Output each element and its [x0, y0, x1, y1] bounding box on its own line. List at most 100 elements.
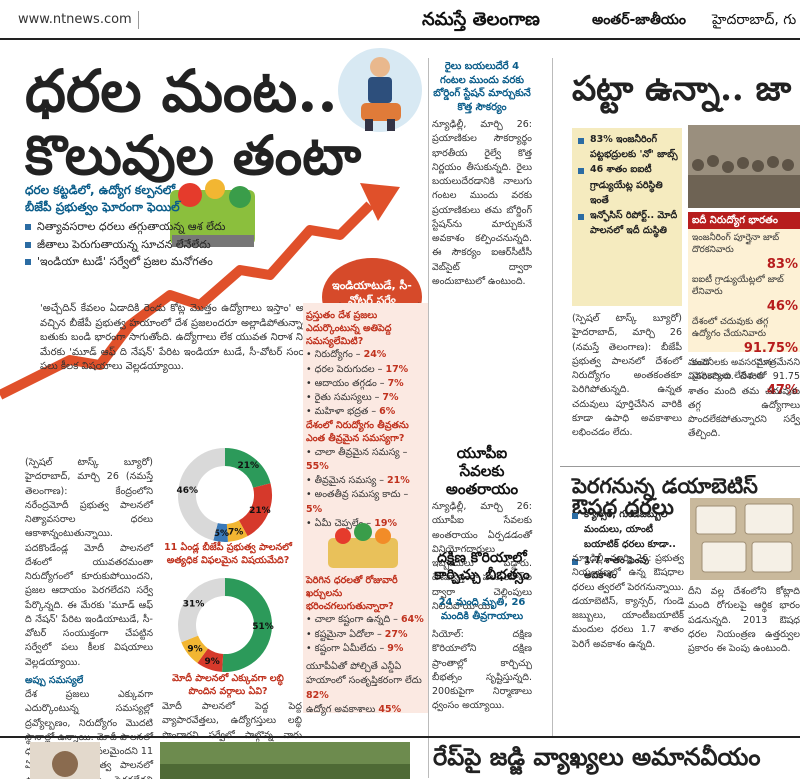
donut-segment — [178, 448, 226, 541]
newspaper-brand: నమస్తే తెలంగాణ — [422, 9, 540, 30]
highlight-item: 46 శాతం ఐఐటీ గ్రాడ్యుయేట్ల పరిస్థితి ఇంత… — [578, 162, 680, 208]
poll-item-label: • మహిళా భద్రత – — [306, 406, 380, 418]
poll-q2-items: • చాలా తీవ్రమైన సమస్య – 55% • తీవ్రమైన సమ… — [306, 446, 424, 532]
jobs-headline: పట్టా ఉన్నా.. జా — [572, 69, 792, 109]
table-row: ఐఐటీ గ్రాడ్యుయేట్లలో జాబ్ లేనివారు 46% — [692, 274, 798, 316]
poll-item-label: • ఆదాయం తగ్గడం – — [306, 377, 388, 389]
korea-headline: దక్షిణ కొరియాలో కార్చిచ్చు బీభత్సం — [434, 550, 530, 583]
rail-story: రైలు బయలుదేరే 4 గంటల ముందు వరకు బోర్డింగ… — [432, 60, 532, 289]
poll-item-label: • రైతు సమస్యలు – — [306, 392, 383, 404]
donut-segment — [197, 648, 224, 672]
donut-segment — [238, 483, 272, 537]
headline-line-2: కొలువుల తంటా — [25, 123, 362, 187]
korea-body: సియోల్: దక్షిణ కొరియాలోని దక్షిణ ప్రాంతా… — [432, 629, 532, 712]
grocery-cart-icon — [170, 179, 255, 247]
poll-item: • కష్టమైనా ఏదోలా – 27% — [306, 628, 424, 642]
rail-kicker: రైలు బయలుదేరే 4 గంటల ముందు వరకు బోర్డింగ… — [433, 61, 531, 113]
donut-segment — [224, 448, 271, 489]
table-row-value: 47% — [766, 382, 798, 398]
worried-man-icon — [338, 48, 422, 132]
jobs-body-1: (స్పెషల్ టాస్క్ బ్యూరో) హైదరాబాద్, మార్చ… — [572, 313, 682, 438]
poll-item-value: 24% — [363, 349, 387, 361]
poll-item: • చాలా కష్టంగా ఉన్నది – 64% — [306, 613, 424, 627]
poll-question-1: ప్రస్తుతం దేశ ప్రజలు ఎదుర్కొంటున్న అతిపె… — [306, 310, 424, 420]
donut-segment — [213, 523, 228, 542]
highlight-item: ఇన్ఫోసిస్ రిపోర్ట్.. మోదీ పాలనలో ఇదీ దుస… — [578, 208, 680, 238]
poll-item-label: • కష్టమైనా ఏదోలా – — [306, 628, 385, 640]
poll-item-label: • అంతతీవ్ర సమస్య కాదు – — [306, 489, 409, 501]
unemployment-table-rows: ఇంజనీరింగ్ పూర్తైనా జాబ్ దొరకనివారు 83% ఐఐ… — [692, 232, 798, 399]
korea-subhead: 24 మంది మృతి, 26 మందికి తీవ్రగాయాలు — [438, 597, 526, 622]
header-divider — [138, 11, 139, 29]
unemployment-table-title: ఐదీ నిరుద్యోగ భారతం — [688, 212, 800, 229]
table-row-label: ఐఐటీ గ్రాడ్యుయేట్లలో జాబ్ లేనివారు — [692, 274, 784, 297]
table-row-label: కంపెనీలకు అవసరమైన నైపుణ్యాలు లేనివారు — [692, 358, 773, 381]
lead-body-1: (స్పెషల్ టాస్క్ బ్యూరో) హైదరాబాద్, మార్చ… — [25, 457, 153, 668]
poll-item: • నిరుద్యోగం – 24% — [306, 348, 424, 362]
poll-item-value: 7% — [387, 377, 404, 389]
poll-item: • మహిళా భద్రత – 6% — [306, 405, 424, 419]
headline-line-1: ధరల మంట.. — [25, 57, 338, 125]
donut-segment-label: 21% — [249, 506, 271, 516]
judge-remarks-headline: రేప్‌పై జడ్జి వ్యాఖ్యలు అమానవీయం — [433, 742, 761, 771]
donut-segment — [222, 578, 272, 672]
jobs-highlight-box — [572, 128, 682, 306]
poll-q4: యూపీఏతో పోల్చితే ఎన్డీఏ హయాంలో సంతృప్తిక… — [306, 661, 422, 701]
poll-q3-items: • చాలా కష్టంగా ఉన్నది – 64% • కష్టమైనా ఏద… — [306, 613, 424, 656]
rail-body: న్యూఢిల్లీ, మార్చి 26: ప్రయాణికుల సౌకర్య… — [432, 119, 532, 287]
deck-line-1: ధరల కట్టడిలో, ఉద్యోగ కల్పనలో — [25, 183, 176, 197]
dateline-city: హైదరాబాద్, గు — [712, 12, 797, 28]
job-seekers-crowd-photo — [688, 125, 800, 208]
poll-q2: దేశంలో నిరుద్యోగం తీవ్రతను ఎంత తీవ్రమైన … — [306, 420, 409, 444]
donut-segment-label: 7% — [228, 527, 243, 537]
drug-prices-headline: పెరగనున్న డయాబెటిస్ ఔషధ ధరలు — [572, 473, 758, 519]
poll-item-value: 64% — [400, 614, 424, 626]
poll-q5: ఉద్యోగ అవకాశాలు 45% — [306, 703, 402, 715]
donut2-title: మోదీ పాలనలో ఎక్కువగా లబ్ధి పొందిన వర్గాల… — [172, 673, 284, 697]
highlight-item: క్యాన్సర్, గుండెజబ్బుల మందులు, యాంటీ బయా… — [572, 507, 684, 553]
lead-subhead: అప్పు సమస్యలే — [25, 674, 84, 686]
table-row-label: ఇంజనీరింగ్ పూర్తైనా జాబ్ దొరకనివారు — [692, 233, 780, 256]
column-divider — [552, 58, 553, 738]
poll-item-label: • ఏమీ చెప్పలేం – — [306, 517, 375, 529]
donut-segment-label: 46% — [177, 486, 199, 496]
table-row-value: 83% — [766, 257, 798, 273]
bullet-item: జీతాలు పెరుగుతాయన్న సూచన లేనేలేదు — [25, 236, 325, 254]
table-row: ఇంజనీరింగ్ పూర్తైనా జాబ్ దొరకనివారు 83% — [692, 232, 798, 274]
poll-item: • ధరల పెరుగుదల – 17% — [306, 363, 424, 377]
person-photo — [30, 742, 100, 779]
poll-item-value: 6% — [379, 406, 396, 418]
drug-prices-body-1: న్యూఢిల్లీ, మార్చి 26: ప్రభుత్వ నియంత్రణ… — [572, 553, 684, 650]
donut1-title: 11 ఏండ్ల బీజేపీ ప్రభుత్వ పాలనలో అత్యధిక … — [164, 542, 292, 566]
poll-item: • రైతు సమస్యలు – 7% — [306, 391, 424, 405]
poll-item-label: • తీవ్రమైన సమస్య – — [306, 475, 387, 487]
poll-item: • ఏమీ చెప్పలేం – 19% — [306, 517, 424, 531]
poll-item-value: 55% — [306, 460, 329, 472]
poll-item-value: 27% — [384, 628, 408, 640]
table-row-value: 46% — [766, 299, 798, 315]
donut-segment — [178, 578, 226, 643]
column-divider — [428, 58, 429, 778]
poll-item-value: 9% — [387, 642, 404, 654]
donut-segment-label: 9% — [204, 657, 219, 667]
section-name: అంతర్-జాతీయం — [592, 12, 686, 28]
table-row: దేశంలో చదువుకు తగ్గ ఉద్యోగం చేయనివారు 91.… — [692, 316, 798, 358]
poll-question-4: యూపీఏతో పోల్చితే ఎన్డీఏ హయాంలో సంతృప్తిక… — [306, 660, 424, 717]
upi-headline: యూపీఐ సేవలకు అంతరాయం — [445, 444, 519, 498]
grocery-basket-icon — [328, 523, 398, 568]
poll-item-value: 19% — [374, 517, 397, 529]
site-url[interactable]: www.ntnews.com — [18, 12, 132, 27]
donut-segment-label: 31% — [183, 600, 205, 610]
donut-segment — [181, 635, 209, 664]
poll-item: • చాలా తీవ్రమైన సమస్య – 55% — [306, 446, 424, 475]
lead-intro: 'అచ్చేదిన్ కేవలం ఏడాదికి రెండు కోట్ల మొత… — [40, 303, 425, 372]
poll-q1-items: • నిరుద్యోగం – 24% • ధరల పెరుగుదల – 17% • … — [306, 348, 424, 419]
highlight-item: 83% ఇంజనీరింగ్ పట్టభద్రులకు 'నో' జాబ్స్ — [578, 132, 680, 162]
poll-panel — [303, 303, 428, 713]
donut-segment-label: 21% — [238, 461, 260, 471]
poll-item: • ఆదాయం తగ్గడం – 7% — [306, 377, 424, 391]
highlight-item: 1.7 శాతం పెంపు అవకాశం — [572, 553, 684, 583]
forest-photo — [160, 742, 410, 779]
poll-question-2: దేశంలో నిరుద్యోగం తీవ్రతను ఎంత తీవ్రమైన … — [306, 420, 424, 531]
poll-item-value: 17% — [385, 363, 409, 375]
